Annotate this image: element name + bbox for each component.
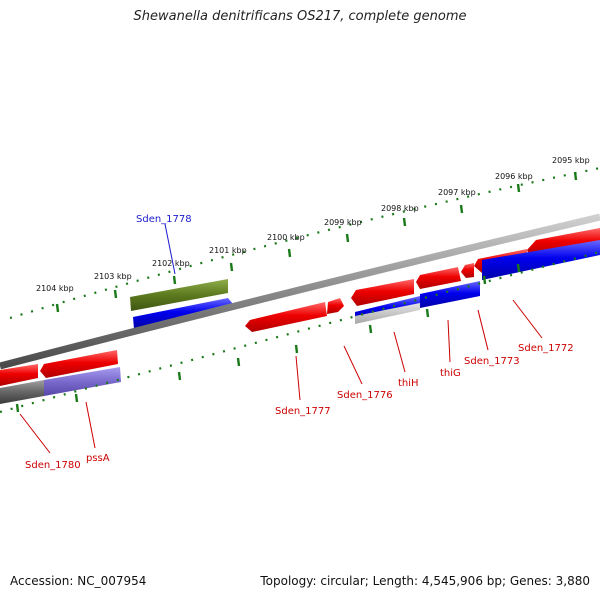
scale-label-2103: 2103 kbp	[94, 272, 132, 281]
label-connectors	[19, 223, 543, 454]
inner-tick-ring	[0, 250, 600, 414]
gene-thiH	[416, 267, 461, 289]
gene-left-red-2	[40, 350, 118, 378]
gene-label-sden1773: Sden_1773	[464, 356, 520, 367]
gene-sden1777-part	[327, 298, 344, 314]
gene-label-sden1780: Sden_1780	[25, 460, 81, 471]
scale-label-2099: 2099 kbp	[324, 218, 362, 227]
backbone	[0, 213, 600, 370]
scale-label-2104: 2104 kbp	[36, 284, 74, 293]
gene-reverse-3	[420, 281, 480, 308]
scale-label-2100: 2100 kbp	[267, 233, 305, 242]
gene-left-red-1	[0, 364, 38, 386]
inner-major-ticks	[15, 263, 521, 413]
gene-label-pssA: pssA	[86, 453, 110, 464]
outer-tick-ring	[9, 166, 600, 320]
gene-pssA	[44, 367, 121, 396]
genome-summary-text: Topology: circular; Length: 4,545,906 bp…	[260, 574, 590, 588]
gene-sden1776	[351, 279, 414, 306]
scale-label-2096: 2096 kbp	[495, 172, 533, 181]
gene-labels: Sden_1778 Sden_1777 Sden_1776 thiH thiG …	[25, 214, 574, 471]
scale-label-2102: 2102 kbp	[152, 259, 190, 268]
gene-label-sden1772: Sden_1772	[518, 343, 574, 354]
gene-left-grey	[0, 380, 44, 404]
gene-thiG	[461, 263, 474, 278]
gene-label-thiG: thiG	[440, 368, 461, 379]
gene-label-sden1778: Sden_1778	[136, 214, 192, 225]
scale-label-2098: 2098 kbp	[381, 204, 419, 213]
scale-labels: 2095 kbp 2096 kbp 2097 kbp 2098 kbp 2099…	[36, 156, 590, 293]
gene-reverse-2	[482, 240, 600, 280]
scale-label-2095: 2095 kbp	[552, 156, 590, 165]
outer-major-ticks	[55, 171, 578, 313]
gene-reverse-1	[133, 298, 233, 329]
gene-sden1778	[130, 279, 228, 311]
scale-label-2101: 2101 kbp	[209, 246, 247, 255]
accession-text: Accession: NC_007954	[10, 574, 147, 588]
page-title: Shewanella denitrificans OS217, complete…	[133, 9, 467, 24]
gene-reverse-grey	[355, 303, 420, 324]
scale-label-2097: 2097 kbp	[438, 188, 476, 197]
gene-label-thiH: thiH	[398, 378, 419, 389]
gene-sden1777	[245, 302, 327, 332]
gene-label-sden1777: Sden_1777	[275, 406, 331, 417]
gene-label-sden1776: Sden_1776	[337, 390, 393, 401]
